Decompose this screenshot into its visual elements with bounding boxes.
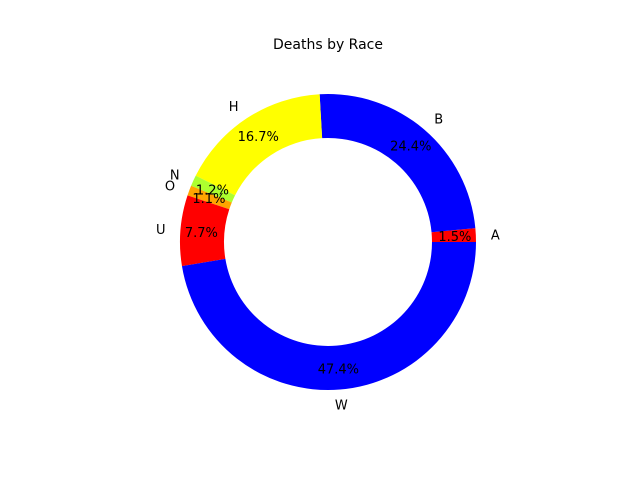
category-label-w: W <box>335 398 348 413</box>
pct-label-n: 1.2% <box>196 183 229 198</box>
slice-a <box>431 228 476 242</box>
category-label-o: O <box>165 179 175 194</box>
slices-group <box>179 93 477 391</box>
labels-group: 1.5% A 24.4%B 16.7% H 1.2% N 1.1% O 7.7% U 47.4% W <box>156 100 500 414</box>
slice-h <box>195 94 323 196</box>
pct-label-a: 1.5% <box>438 230 471 245</box>
pct-label-b: 24.4% <box>390 140 431 155</box>
category-label-b: B <box>434 112 443 127</box>
category-label-h: H <box>229 100 239 115</box>
slice-n <box>191 175 236 203</box>
slice-o <box>187 185 232 210</box>
pct-label-w: 47.4% <box>318 363 359 378</box>
slice-b <box>319 93 476 233</box>
slice-w <box>181 242 477 391</box>
slice-u <box>179 195 230 267</box>
pct-label-h: 16.7% <box>238 130 279 145</box>
pct-label-u: 7.7% <box>185 226 218 241</box>
category-label-n: N <box>170 168 180 183</box>
pct-label-o: 1.1% <box>192 192 225 207</box>
chart-title: Deaths by Race <box>273 37 383 53</box>
category-label-u: U <box>156 223 166 238</box>
category-label-a: A <box>491 228 500 243</box>
